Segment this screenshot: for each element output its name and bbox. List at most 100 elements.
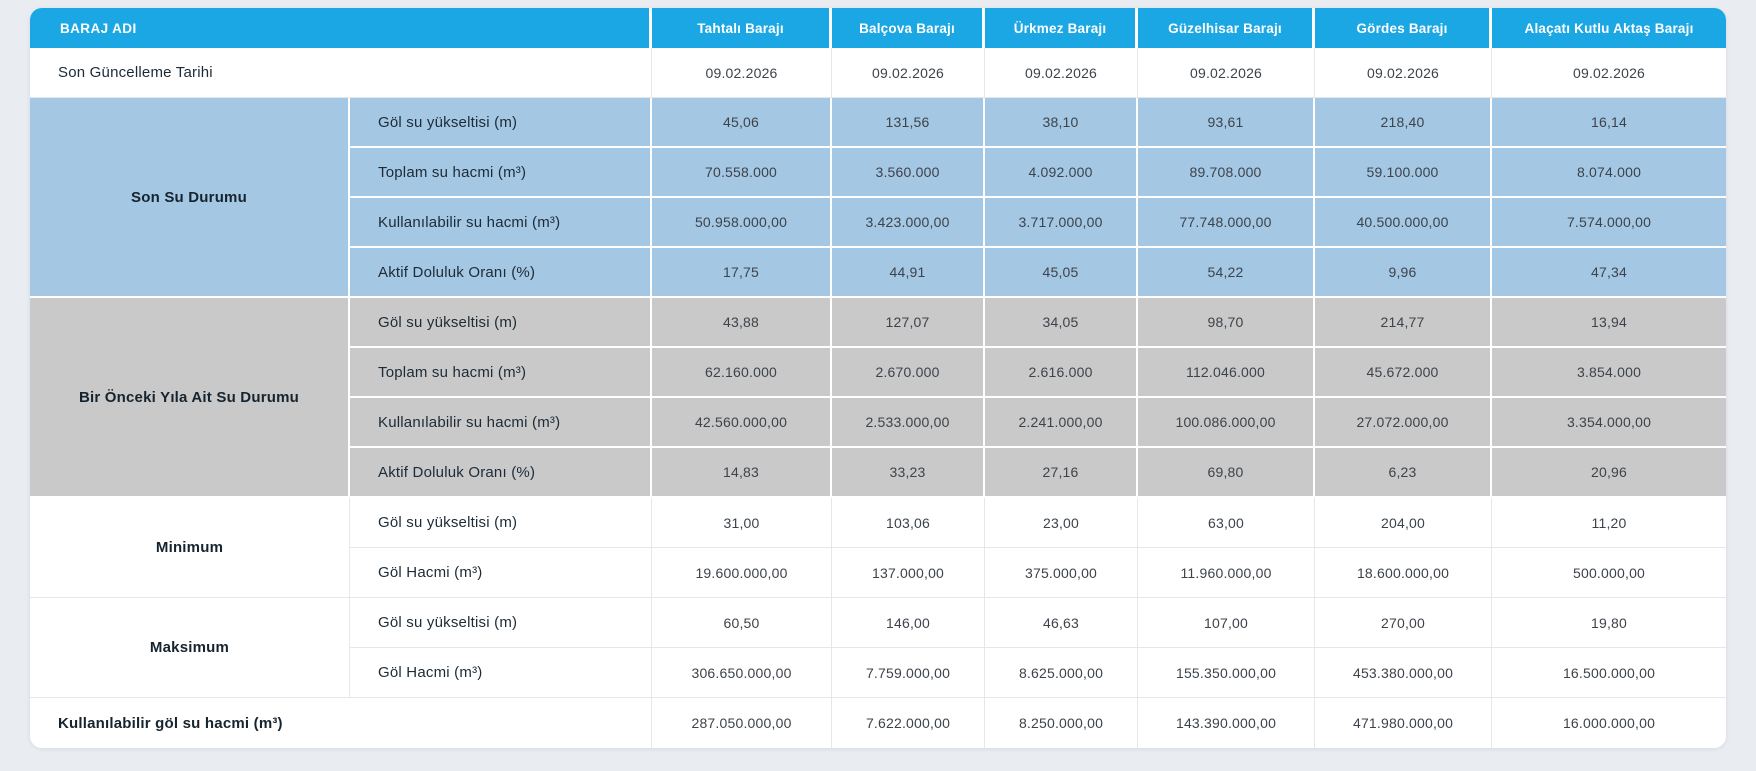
value-cell: 45.672.000	[1315, 348, 1493, 398]
value-cell: 23,00	[985, 498, 1139, 548]
metric-label: Göl Hacmi (m³)	[350, 648, 653, 698]
value-cell: 306.650.000,00	[652, 648, 833, 698]
value-cell: 63,00	[1138, 498, 1316, 548]
update-date-row: Son Güncelleme Tarihi 09.02.2026 09.02.202…	[30, 48, 1726, 98]
value-cell: 2.616.000	[985, 348, 1139, 398]
footer-value: 16.000.000,00	[1492, 698, 1726, 748]
metric-label: Göl su yükseltisi (m)	[350, 98, 653, 148]
value-cell: 146,00	[832, 598, 986, 648]
section-row: Göl Hacmi (m³) 306.650.000,00 7.759.000,00…	[30, 648, 1726, 698]
value-cell: 47,34	[1492, 248, 1726, 298]
dam-status-table: BARAJ ADI Tahtalı Barajı Balçova Barajı Ür…	[30, 8, 1726, 748]
value-cell: 40.500.000,00	[1315, 198, 1493, 248]
update-date-value: 09.02.2026	[1315, 48, 1493, 98]
value-cell: 103,06	[832, 498, 986, 548]
section-row: Kullanılabilir su hacmi (m³) 50.958.000,0…	[30, 198, 1726, 248]
value-cell: 131,56	[832, 98, 986, 148]
value-cell: 500.000,00	[1492, 548, 1726, 598]
footer-value: 287.050.000,00	[652, 698, 833, 748]
metric-label: Göl su yükseltisi (m)	[350, 298, 653, 348]
column-header-dam-3: Güzelhisar Barajı	[1138, 8, 1316, 48]
column-header-dam-2: Ürkmez Barajı	[985, 8, 1139, 48]
value-cell: 77.748.000,00	[1138, 198, 1316, 248]
section-row: Toplam su hacmi (m³) 70.558.000 3.560.000 4…	[30, 148, 1726, 198]
footer-label: Kullanılabilir göl su hacmi (m³)	[30, 698, 653, 748]
value-cell: 60,50	[652, 598, 833, 648]
value-cell: 2.533.000,00	[832, 398, 986, 448]
section-row: Kullanılabilir su hacmi (m³) 42.560.000,0…	[30, 398, 1726, 448]
value-cell: 6,23	[1315, 448, 1493, 498]
value-cell: 155.350.000,00	[1138, 648, 1316, 698]
value-cell: 98,70	[1138, 298, 1316, 348]
value-cell: 38,10	[985, 98, 1139, 148]
section-label: Bir Önceki Yıla Ait Su Durumu	[30, 298, 350, 498]
metric-label: Toplam su hacmi (m³)	[350, 148, 653, 198]
value-cell: 59.100.000	[1315, 148, 1493, 198]
value-cell: 16,14	[1492, 98, 1726, 148]
value-cell: 453.380.000,00	[1315, 648, 1493, 698]
section-label: Son Su Durumu	[30, 98, 350, 298]
section-row: Göl Hacmi (m³) 19.600.000,00 137.000,00 375…	[30, 548, 1726, 598]
value-cell: 107,00	[1138, 598, 1316, 648]
value-cell: 8.074.000	[1492, 148, 1726, 198]
column-header-dam-5: Alaçatı Kutlu Aktaş Barajı	[1492, 8, 1726, 48]
value-cell: 2.670.000	[832, 348, 986, 398]
metric-label: Kullanılabilir su hacmi (m³)	[350, 398, 653, 448]
column-header-dam-0: Tahtalı Barajı	[652, 8, 833, 48]
value-cell: 11.960.000,00	[1138, 548, 1316, 598]
value-cell: 375.000,00	[985, 548, 1139, 598]
value-cell: 204,00	[1315, 498, 1493, 548]
value-cell: 19,80	[1492, 598, 1726, 648]
section-row: Aktif Doluluk Oranı (%) 14,83 33,23 27,16 69…	[30, 448, 1726, 498]
value-cell: 11,20	[1492, 498, 1726, 548]
metric-label: Göl Hacmi (m³)	[350, 548, 653, 598]
value-cell: 13,94	[1492, 298, 1726, 348]
value-cell: 16.500.000,00	[1492, 648, 1726, 698]
value-cell: 43,88	[652, 298, 833, 348]
value-cell: 34,05	[985, 298, 1139, 348]
section-row: Aktif Doluluk Oranı (%) 17,75 44,91 45,05 54…	[30, 248, 1726, 298]
metric-label: Göl su yükseltisi (m)	[350, 498, 653, 548]
header-row: BARAJ ADI Tahtalı Barajı Balçova Barajı Ür…	[30, 8, 1726, 48]
value-cell: 7.574.000,00	[1492, 198, 1726, 248]
update-date-value: 09.02.2026	[1492, 48, 1726, 98]
section-row: Bir Önceki Yıla Ait Su Durumu Göl su yüks…	[30, 298, 1726, 498]
value-cell: 19.600.000,00	[652, 548, 833, 598]
section-label: Maksimum	[30, 598, 350, 698]
value-cell: 33,23	[832, 448, 986, 498]
value-cell: 45,06	[652, 98, 833, 148]
update-date-label: Son Güncelleme Tarihi	[30, 48, 653, 98]
value-cell: 27.072.000,00	[1315, 398, 1493, 448]
section-row: Son Su Durumu Göl su yükseltisi (m) 45,06 1…	[30, 98, 1726, 298]
value-cell: 270,00	[1315, 598, 1493, 648]
value-cell: 45,05	[985, 248, 1139, 298]
metric-label: Göl su yükseltisi (m)	[350, 598, 653, 648]
section-row: Toplam su hacmi (m³) 62.160.000 2.670.000 2…	[30, 348, 1726, 398]
value-cell: 89.708.000	[1138, 148, 1316, 198]
value-cell: 3.354.000,00	[1492, 398, 1726, 448]
value-cell: 17,75	[652, 248, 833, 298]
value-cell: 62.160.000	[652, 348, 833, 398]
value-cell: 46,63	[985, 598, 1139, 648]
column-header-dam-1: Balçova Barajı	[832, 8, 986, 48]
section-row: Maksimum Göl su yükseltisi (m) 60,50 146,00…	[30, 598, 1726, 698]
value-cell: 42.560.000,00	[652, 398, 833, 448]
value-cell: 112.046.000	[1138, 348, 1316, 398]
value-cell: 44,91	[832, 248, 986, 298]
value-cell: 3.717.000,00	[985, 198, 1139, 248]
value-cell: 69,80	[1138, 448, 1316, 498]
value-cell: 4.092.000	[985, 148, 1139, 198]
value-cell: 31,00	[652, 498, 833, 548]
value-cell: 8.625.000,00	[985, 648, 1139, 698]
footer-value: 8.250.000,00	[985, 698, 1139, 748]
value-cell: 9,96	[1315, 248, 1493, 298]
value-cell: 127,07	[832, 298, 986, 348]
metric-label: Aktif Doluluk Oranı (%)	[350, 448, 653, 498]
value-cell: 3.423.000,00	[832, 198, 986, 248]
update-date-value: 09.02.2026	[832, 48, 986, 98]
section-label: Minimum	[30, 498, 350, 598]
value-cell: 27,16	[985, 448, 1139, 498]
value-cell: 100.086.000,00	[1138, 398, 1316, 448]
value-cell: 50.958.000,00	[652, 198, 833, 248]
dam-status-table-container: BARAJ ADI Tahtalı Barajı Balçova Barajı Ür…	[30, 8, 1726, 748]
